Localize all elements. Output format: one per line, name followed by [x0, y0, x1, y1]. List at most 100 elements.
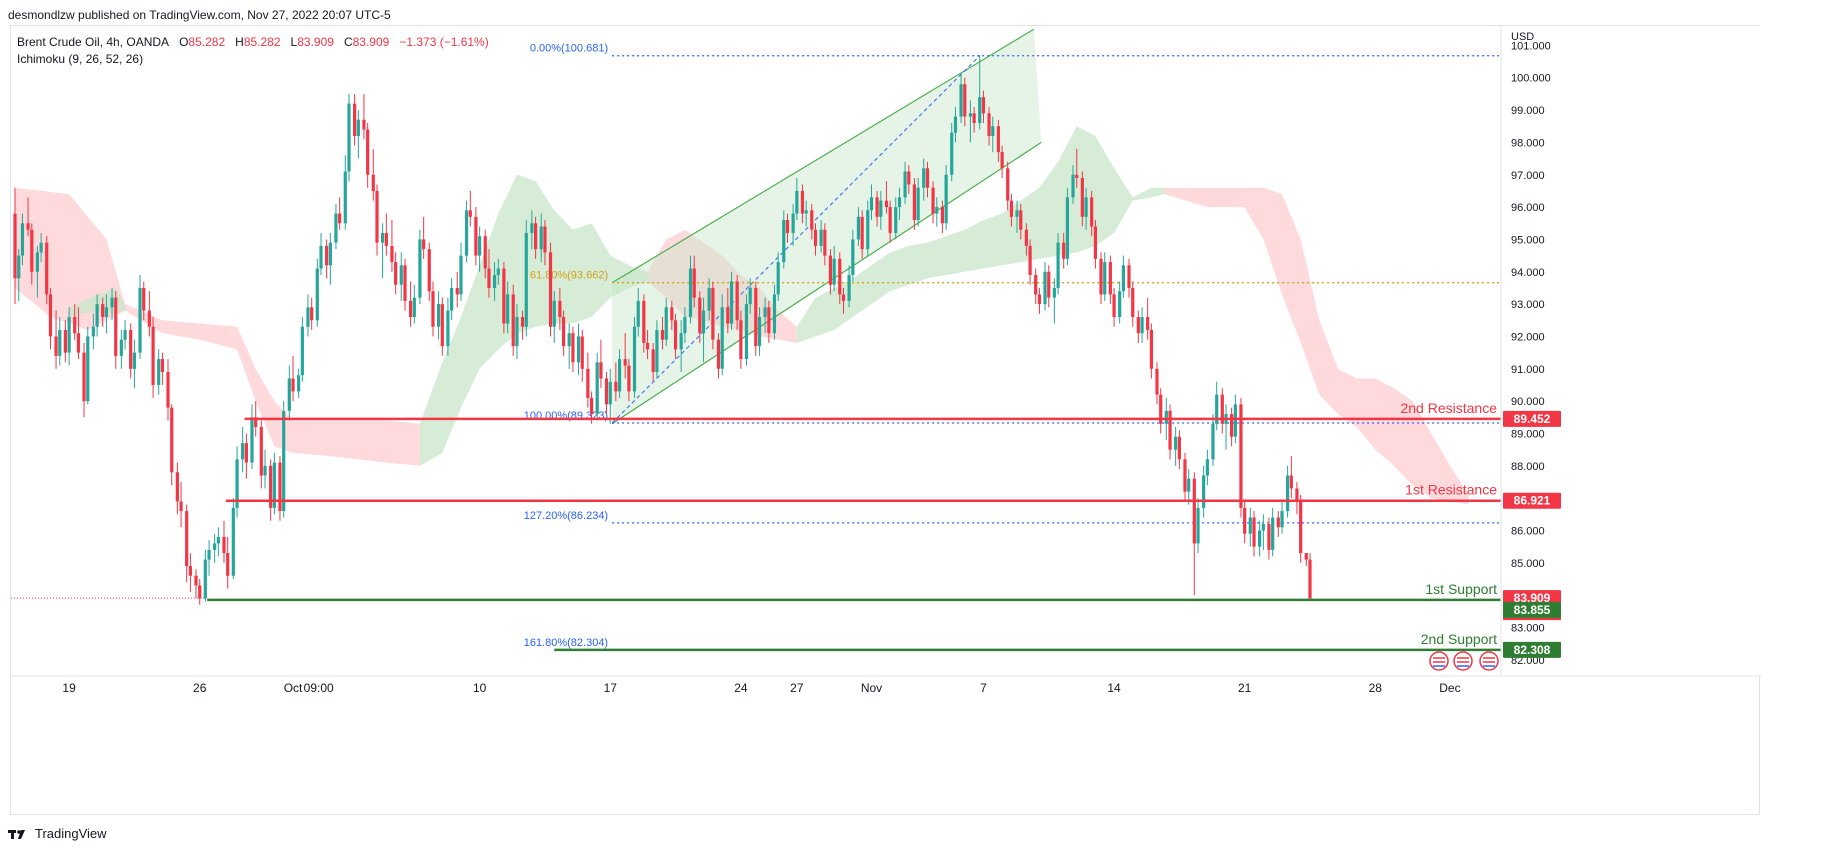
candle-body: [384, 232, 388, 246]
time-tick-label: 28: [1369, 681, 1383, 695]
candle: [683, 307, 687, 343]
legend-close-prefix: C: [343, 35, 353, 49]
candle: [679, 320, 683, 373]
candle: [851, 229, 855, 282]
price-axis-bg: [1501, 26, 1761, 676]
event-flag-circle: [1479, 651, 1499, 671]
candle-body: [1177, 436, 1181, 460]
candle-body: [856, 216, 861, 240]
candle: [1052, 278, 1056, 324]
candle: [567, 323, 571, 369]
candle-body: [823, 229, 827, 256]
candle: [819, 220, 823, 253]
candle-body: [1000, 152, 1004, 169]
event-flag-icon: [1479, 651, 1499, 671]
candle: [944, 165, 948, 230]
candle-body: [897, 197, 902, 208]
candle: [673, 313, 678, 360]
candle: [325, 239, 329, 279]
candle-body: [375, 190, 379, 243]
candle: [207, 540, 211, 576]
candle-body: [782, 220, 786, 263]
candle-body: [412, 297, 416, 318]
candle-body: [1103, 262, 1107, 295]
candle-body: [912, 184, 917, 221]
candle: [1155, 362, 1159, 405]
candle: [478, 226, 482, 272]
candle: [701, 297, 706, 363]
candle: [688, 255, 693, 324]
candle-body: [707, 287, 711, 311]
candle-body: [1127, 265, 1131, 288]
candle: [334, 203, 338, 250]
candle: [259, 420, 263, 489]
candle-body: [739, 320, 743, 360]
candle: [608, 368, 612, 424]
candle-body: [810, 210, 814, 230]
candle-body: [772, 294, 777, 334]
candle-body: [1304, 553, 1308, 560]
candle: [231, 498, 235, 579]
candle: [160, 352, 165, 385]
candle-body: [1299, 501, 1303, 554]
candle: [1295, 481, 1299, 515]
candle: [1103, 252, 1107, 301]
candle-body: [418, 239, 422, 298]
candle-body: [58, 329, 62, 356]
price-chart[interactable]: 0.00%(100.681) 61.80%(93.662) 100.00%(89.3…: [11, 26, 1761, 816]
candle: [935, 197, 939, 227]
candle-body: [1280, 511, 1284, 528]
candle: [1024, 223, 1028, 256]
candle-body: [1140, 317, 1144, 334]
price-tick-label: 86.000: [1511, 525, 1545, 537]
candle: [912, 177, 917, 230]
candle-body: [1099, 258, 1103, 295]
candle: [978, 55, 982, 130]
legend-change: −1.373 (−1.61%): [399, 35, 489, 49]
candle-body: [879, 200, 883, 217]
candle-body: [1149, 329, 1153, 369]
candle: [623, 333, 627, 379]
candle: [132, 339, 137, 389]
candle-body: [614, 381, 618, 392]
level-label-0: 2nd Resistance: [1400, 400, 1497, 416]
candle-body: [1146, 317, 1150, 330]
candle: [1062, 232, 1066, 269]
publisher-line: desmondlzw published on TradingView.com,…: [8, 8, 391, 22]
candle: [754, 281, 758, 356]
candle-body: [819, 229, 823, 246]
candle-body: [45, 242, 49, 295]
candle: [418, 229, 422, 305]
candle: [1056, 232, 1060, 295]
candle: [82, 342, 86, 418]
candle: [1192, 472, 1196, 596]
candle-body: [595, 362, 599, 415]
legend-indicator[interactable]: Ichimoku (9, 26, 52, 26): [17, 52, 144, 66]
candle-body: [147, 310, 151, 327]
candle-body: [580, 336, 584, 369]
candle-body: [431, 291, 435, 327]
candle: [487, 249, 491, 298]
candle: [580, 329, 584, 382]
candle: [950, 123, 954, 182]
candle-body: [506, 294, 510, 324]
candle-body: [851, 239, 855, 276]
candle-body: [711, 287, 715, 340]
candle: [744, 294, 749, 366]
candle-body: [250, 417, 254, 463]
candle-body: [343, 171, 347, 224]
candle-body: [241, 443, 245, 460]
candle-body: [17, 255, 21, 279]
candle: [474, 207, 478, 266]
candle-body: [515, 317, 519, 347]
chart-frame[interactable]: 0.00%(100.681) 61.80%(93.662) 100.00%(89.3…: [10, 25, 1761, 816]
candle-body: [254, 417, 258, 427]
candle-body: [483, 236, 487, 269]
candle: [651, 342, 655, 382]
candle-body: [30, 229, 34, 272]
candle: [73, 304, 77, 340]
candle-body: [319, 245, 323, 269]
price-tick-label: 89.000: [1511, 428, 1545, 440]
candle: [194, 569, 198, 599]
candle-body: [297, 375, 301, 392]
